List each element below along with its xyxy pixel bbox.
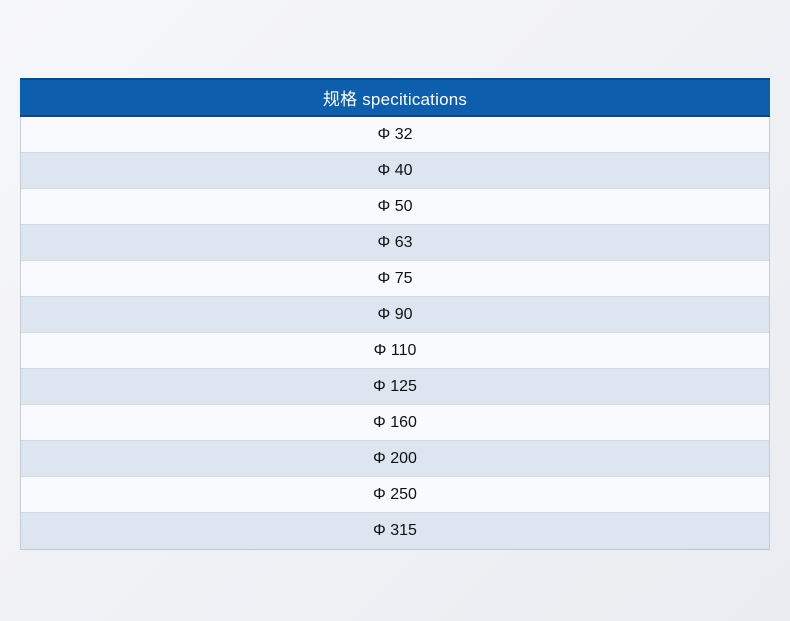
table-row: Φ 90: [21, 297, 769, 333]
table-row: Φ 110: [21, 333, 769, 369]
specifications-table: 规格 specitications Φ 32 Φ 40 Φ 50 Φ 63 Φ …: [20, 78, 770, 550]
spec-value: Φ 50: [377, 197, 413, 215]
spec-value: Φ 200: [373, 449, 417, 467]
table-body: Φ 32 Φ 40 Φ 50 Φ 63 Φ 75 Φ 90 Φ 110 Φ 12…: [20, 117, 770, 550]
table-row: Φ 250: [21, 477, 769, 513]
spec-value: Φ 32: [377, 125, 413, 143]
table-row: Φ 63: [21, 225, 769, 261]
spec-value: Φ 63: [377, 233, 413, 251]
table-header-row: 规格 specitications: [20, 78, 770, 117]
table-row: Φ 125: [21, 369, 769, 405]
table-header-label: 规格 specitications: [322, 90, 468, 109]
table-row: Φ 160: [21, 405, 769, 441]
spec-value: Φ 160: [373, 413, 417, 431]
table-row: Φ 75: [21, 261, 769, 297]
spec-value: Φ 250: [373, 485, 417, 503]
spec-value: Φ 75: [377, 269, 413, 287]
table-row: Φ 200: [21, 441, 769, 477]
table-row: Φ 315: [21, 513, 769, 549]
table-row: Φ 50: [21, 189, 769, 225]
table-row: Φ 32: [21, 117, 769, 153]
spec-value: Φ 110: [373, 341, 417, 359]
spec-value: Φ 125: [373, 377, 417, 395]
spec-value: Φ 40: [377, 161, 413, 179]
spec-value: Φ 90: [377, 305, 413, 323]
spec-value: Φ 315: [373, 522, 417, 539]
table-row: Φ 40: [21, 153, 769, 189]
